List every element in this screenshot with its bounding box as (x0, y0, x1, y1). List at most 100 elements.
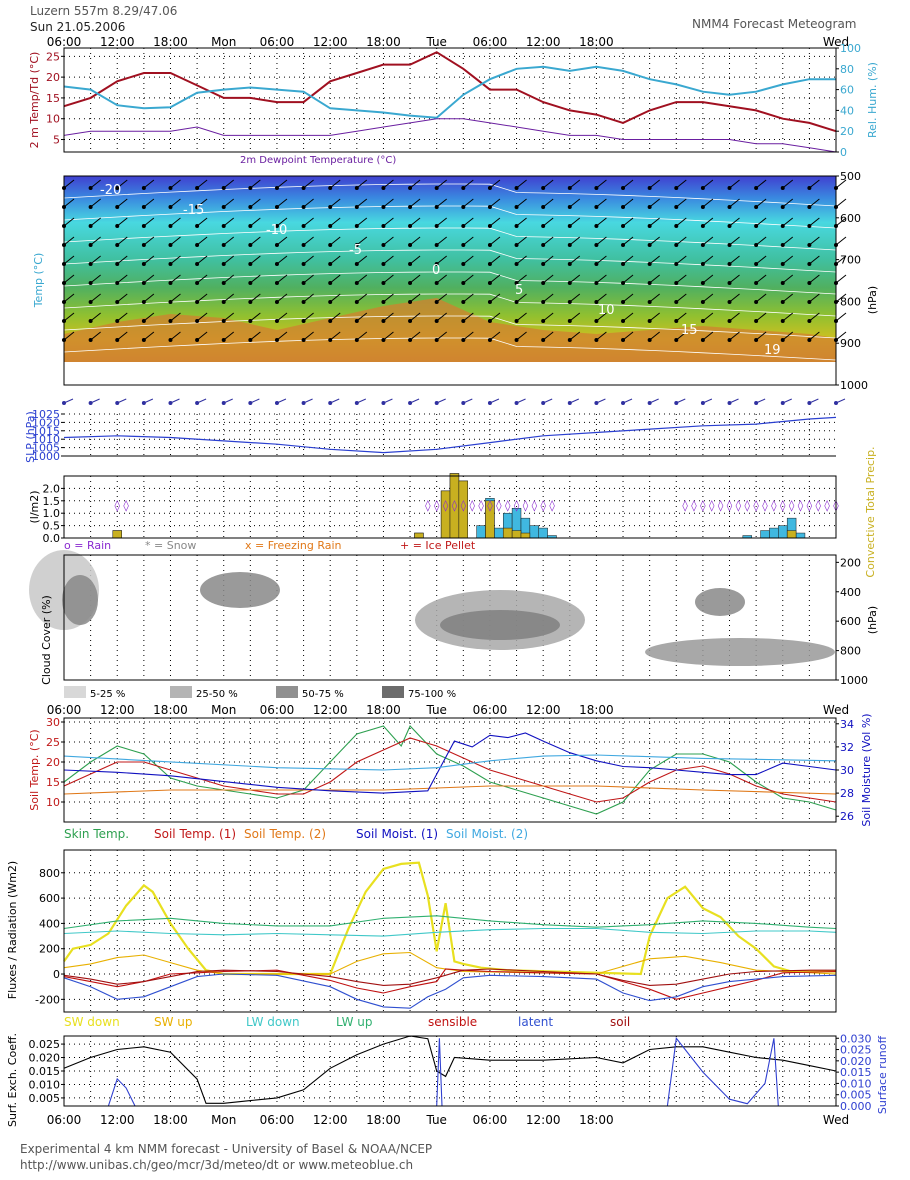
wind-barb (462, 236, 474, 246)
wind-barb (143, 293, 155, 303)
cloud-y2-tick-label: 400 (840, 586, 861, 599)
wind-barb (596, 312, 607, 322)
wind-barb (116, 198, 128, 208)
rain-marker: ◊ (762, 499, 768, 512)
surface-wind-barb (755, 398, 766, 404)
wind-barb (356, 255, 368, 265)
flux-y-tick-label: 0 (53, 968, 60, 981)
wind-barb (250, 274, 261, 284)
wind-barb (782, 255, 794, 265)
surface-wind-barb (303, 398, 313, 404)
rain-marker: ◊ (523, 499, 529, 512)
soil-legend-item: Soil Temp. (1) (154, 827, 236, 841)
wind-barb (90, 274, 101, 284)
cloud-legend-label: 75-100 % (408, 689, 456, 700)
wind-barb (782, 293, 794, 303)
rain-marker: ◊ (780, 499, 786, 512)
wind-barb (569, 255, 581, 265)
wind-barb (596, 255, 607, 265)
cloud-cover-area (645, 638, 835, 666)
wind-barb (90, 255, 101, 265)
wind-barb (170, 312, 181, 322)
surface-wind-barb (436, 398, 446, 404)
wind-barb (223, 274, 235, 284)
flux-panel-latent-line (63, 973, 837, 1009)
precip-y-tick-label: 1.0 (43, 507, 61, 520)
flux-panel-frame (63, 849, 837, 1013)
wind-barb (383, 331, 394, 341)
cloud-cover-area (62, 575, 98, 625)
wind-barb (489, 255, 501, 265)
wind-barb (622, 293, 634, 303)
wind-barb (462, 217, 474, 227)
wind-barb (170, 198, 181, 208)
humidity-y-tick-label: 60 (840, 84, 854, 97)
contour-label: 0 (432, 263, 440, 278)
middle-time-label: 06:00 (473, 703, 508, 717)
wind-barb (196, 236, 208, 246)
wind-barb (516, 179, 527, 189)
wind-barb (542, 179, 554, 189)
precip-bar-total_precip (778, 525, 788, 539)
middle-time-label: Mon (211, 703, 236, 717)
top-time-label: Tue (425, 35, 447, 49)
soil-ylabel: Soil Temp. (°C) (28, 729, 41, 810)
wind-barb (516, 236, 527, 246)
isotherm-line (63, 315, 837, 339)
cloud-cover-area (440, 610, 560, 640)
runoff-y2-tick-label: 0.000 (840, 1100, 872, 1113)
dewpoint-annotation: 2m Dewpoint Temperature (°C) (240, 155, 396, 166)
wind-barb (356, 236, 368, 246)
wind-barb (436, 255, 448, 265)
temp-y-tick-label: 25 (46, 50, 60, 63)
soil-panel-frame (63, 717, 837, 823)
upper-air-y2-tick-label: 700 (840, 254, 861, 267)
wind-barb (90, 179, 101, 189)
bottom-time-label: 12:00 (526, 1113, 561, 1127)
surface-wind-barb (383, 398, 393, 404)
surface-wind-barb (676, 398, 686, 404)
wind-barb (649, 217, 660, 227)
wind-barb (675, 274, 687, 284)
wind-barb (809, 312, 820, 322)
rain-marker: ◊ (496, 499, 502, 512)
isotherm-line (63, 337, 837, 361)
wind-barb (782, 179, 794, 189)
runoff-ylabel: Surface runoff (876, 1035, 889, 1114)
wind-barb (622, 217, 634, 227)
wind-barb (729, 217, 740, 227)
soil-y-tick-label: 30 (46, 716, 60, 729)
exch-y-tick-label: 0.005 (29, 1092, 61, 1105)
wind-barb (276, 312, 288, 322)
wind-barb (276, 255, 288, 265)
wind-barb (729, 312, 740, 322)
humidity-ylabel: Rel. Hum. (%) (866, 62, 879, 138)
surface-wind-barb (809, 398, 819, 404)
precip-bar-total_precip (760, 530, 770, 539)
wind-barb (809, 274, 820, 284)
upper-air-y2-tick-label: 600 (840, 212, 861, 225)
flux-y-tick-label: 600 (39, 892, 60, 905)
runoff-y2-tick-label: 0.015 (840, 1066, 872, 1079)
wind-barb (702, 236, 714, 246)
top-time-label: 06:00 (47, 35, 82, 49)
wind-barb (702, 312, 714, 322)
bottom-time-label: Tue (425, 1113, 447, 1127)
wind-barb (649, 293, 660, 303)
wind-barb (143, 236, 155, 246)
cloud-y2-tick-label: 800 (840, 645, 861, 658)
wind-barb (170, 179, 181, 189)
rain-marker: ◊ (771, 499, 777, 512)
isotherm-line (63, 183, 837, 207)
precip-panel-frame (63, 475, 837, 539)
upper-air-y2-tick-label: 800 (840, 295, 861, 308)
surface-wind-dot (62, 401, 66, 405)
wind-barb (489, 274, 501, 284)
wind-barb (755, 331, 767, 341)
cloud-y2-tick-label: 200 (840, 556, 861, 569)
rain-marker: ◊ (115, 499, 121, 512)
wind-barb (383, 236, 394, 246)
wind-barb (489, 198, 501, 208)
wind-barb (196, 179, 208, 189)
isotherm-line (63, 271, 837, 295)
